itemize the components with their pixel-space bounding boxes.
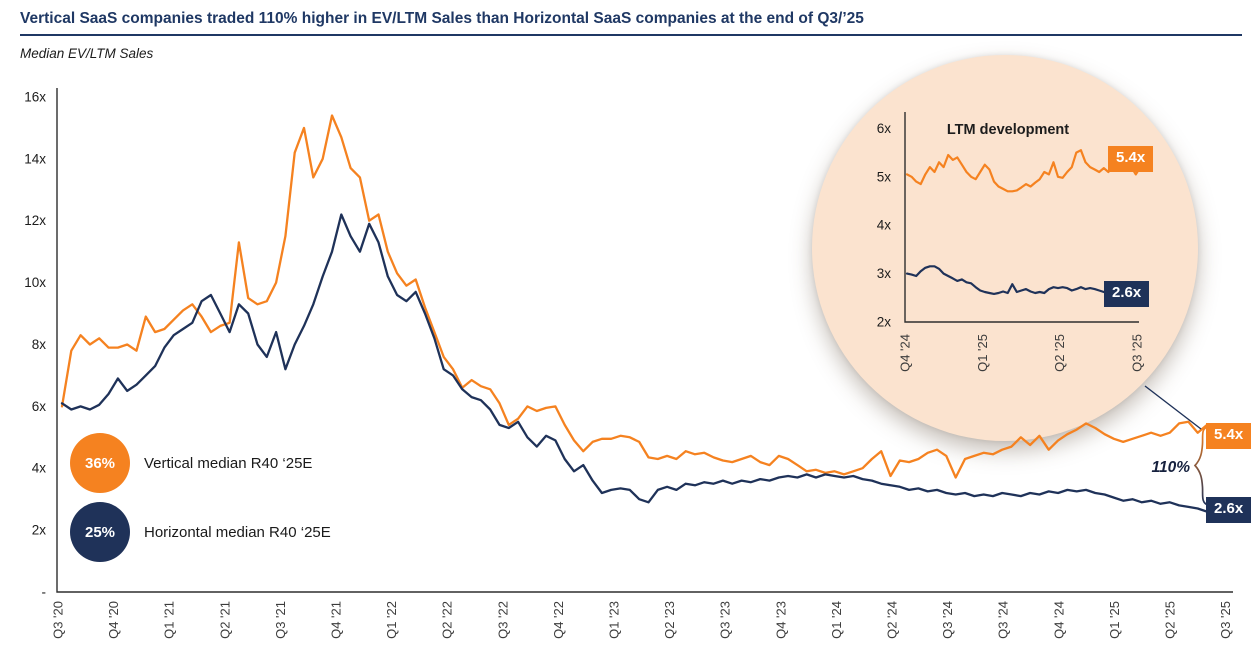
legend-label-horizontal: Horizontal median R40 ‘25E: [144, 523, 331, 541]
main-y-tick-label: 16x: [24, 90, 46, 105]
main-y-tick-label: 12x: [24, 213, 46, 228]
main-x-tick-label: Q4 '23: [773, 601, 788, 639]
spread-brace-icon: [1193, 426, 1209, 506]
inset-end-badge-horizontal: 2.6x: [1104, 281, 1150, 307]
main-x-tick-label: Q1 '21: [162, 601, 177, 639]
main-x-tick-label: Q3 '20: [51, 601, 66, 639]
main-y-tick-label: 8x: [32, 337, 47, 352]
legend-swatch-horizontal: 25%: [70, 502, 130, 562]
main-y-tick-label: 10x: [24, 275, 46, 290]
end-badge-vertical: 5.4x: [1206, 423, 1252, 449]
main-x-tick-label: Q1 '22: [384, 601, 399, 639]
legend-pct-horizontal: 25%: [84, 523, 116, 541]
main-x-tick-label: Q3 '21: [273, 601, 288, 639]
legend-label-vertical: Vertical median R40 ‘25E: [144, 454, 313, 472]
main-x-tick-label: Q4 '24: [1051, 601, 1066, 639]
main-y-tick-label: -: [42, 585, 47, 600]
page-title: Vertical SaaS companies traded 110% high…: [20, 10, 864, 27]
inset-end-badge-vertical: 5.4x: [1108, 146, 1154, 172]
main-x-tick-label: Q3 '25: [1218, 601, 1233, 639]
inset-callout-line: [1144, 385, 1202, 430]
inset-circle: [812, 55, 1198, 441]
legend-item-horizontal: 25% Horizontal median R40 ‘25E: [70, 502, 331, 562]
main-x-tick-label: Q2 '24: [885, 601, 900, 639]
inset-title: LTM development: [946, 122, 1070, 138]
main-x-tick-label: Q2 '23: [662, 601, 677, 639]
end-badge-horizontal: 2.6x: [1206, 497, 1252, 523]
main-x-tick-label: Q3 '24: [940, 601, 955, 639]
legend-item-vertical: 36% Vertical median R40 ‘25E: [70, 433, 312, 493]
main-x-tick-label: Q3 '22: [495, 601, 510, 639]
main-y-tick-label: 6x: [32, 399, 47, 414]
y-axis-unit-note: Median EV/LTM Sales: [20, 46, 154, 61]
main-y-tick-label: 2x: [32, 523, 47, 538]
main-x-tick-label: Q1 '23: [607, 601, 622, 639]
main-x-tick-label: Q2 '21: [217, 601, 232, 639]
main-x-tick-label: Q3 '24: [996, 601, 1011, 639]
main-x-tick-label: Q1 '25: [1107, 601, 1122, 639]
main-x-tick-label: Q2 '25: [1163, 601, 1178, 639]
legend-pct-vertical: 36%: [84, 454, 116, 472]
main-y-tick-label: 4x: [32, 461, 47, 476]
main-x-tick-label: Q4 '22: [551, 601, 566, 639]
main-x-tick-label: Q4 '20: [106, 601, 121, 639]
legend-swatch-vertical: 36%: [70, 433, 130, 493]
main-x-tick-label: Q2 '22: [440, 601, 455, 639]
main-x-tick-label: Q1 '24: [829, 601, 844, 639]
main-x-tick-label: Q4 '21: [329, 601, 344, 639]
title-divider: [20, 34, 1242, 36]
main-x-tick-label: Q3 '23: [718, 601, 733, 639]
spread-label: 110%: [1151, 459, 1191, 476]
main-y-tick-label: 14x: [24, 151, 46, 166]
